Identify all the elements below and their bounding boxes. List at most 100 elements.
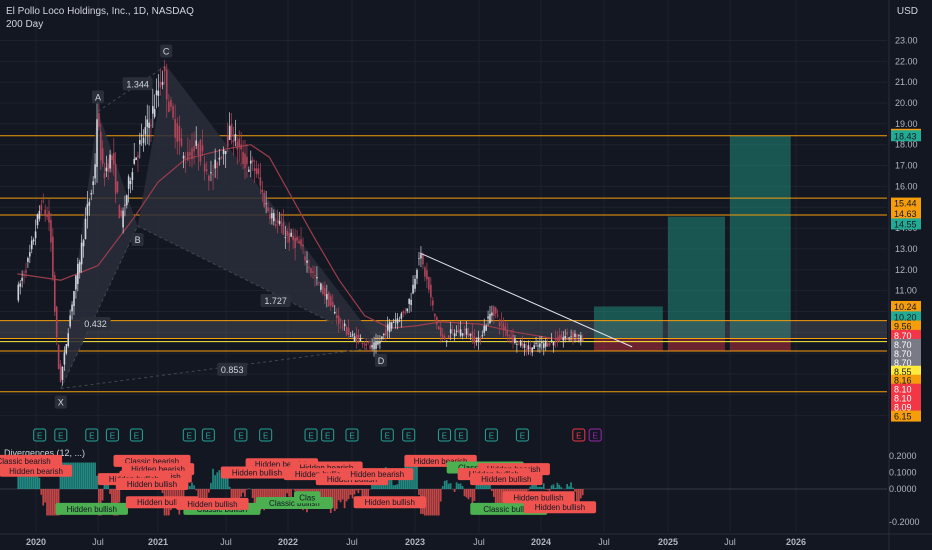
position-target-zone xyxy=(593,306,663,339)
price-tag-box xyxy=(891,347,921,359)
resistance-zone xyxy=(0,320,887,339)
candle-body xyxy=(477,337,480,343)
divergence-label-box xyxy=(55,502,128,515)
oscillator-bar xyxy=(427,489,430,516)
candle-body xyxy=(430,284,432,298)
upcoming-earnings-marker xyxy=(588,428,602,442)
oscillator-bar xyxy=(568,486,570,489)
oscillator-tick-label: 0.0000 xyxy=(889,484,917,494)
candle-body xyxy=(23,274,25,276)
candle-body xyxy=(174,119,176,138)
time-tick-label: 2024 xyxy=(531,537,551,547)
candle-body xyxy=(531,347,534,353)
candle-body xyxy=(548,342,551,346)
candle-body xyxy=(544,340,547,347)
oscillator-bar xyxy=(265,489,267,498)
candle-body xyxy=(432,300,434,306)
oscillator-bar xyxy=(459,483,462,489)
candle-body xyxy=(249,160,252,164)
divergence-label: Clas xyxy=(299,493,315,502)
oscillator-bar xyxy=(425,489,428,516)
candle-body xyxy=(139,140,141,145)
price-tag-label: 15.44 xyxy=(894,199,917,209)
candle-body xyxy=(203,163,206,172)
candle-body xyxy=(59,364,62,382)
oscillator-bar xyxy=(333,489,336,512)
oscillator-bar xyxy=(319,489,322,506)
candle-body xyxy=(27,257,29,263)
candle-body xyxy=(527,345,530,350)
price-tick-label: 16.00 xyxy=(895,181,918,191)
candle-body xyxy=(126,195,128,206)
candle-body xyxy=(67,333,70,347)
price-tag-box xyxy=(891,218,921,230)
candle-body xyxy=(493,306,495,317)
divergence-label-box xyxy=(502,491,575,504)
candle-body xyxy=(242,151,244,165)
oscillator-bar xyxy=(570,482,572,489)
currency-label[interactable]: USD xyxy=(896,6,918,17)
candle-body xyxy=(216,162,219,168)
candle-body xyxy=(107,163,110,172)
oscillator-bar xyxy=(189,486,191,489)
candle-body xyxy=(463,328,466,330)
candle-body xyxy=(443,336,446,340)
price-tick-label: 22.00 xyxy=(895,56,918,66)
candle-body xyxy=(109,154,111,169)
oscillator-bar xyxy=(498,489,501,512)
divergence-label-box xyxy=(294,491,321,504)
candle-body xyxy=(335,315,338,319)
candle-body xyxy=(473,336,476,344)
candle-body xyxy=(82,240,85,247)
price-tag-box xyxy=(891,410,921,422)
divergence-label-box xyxy=(523,501,597,514)
oscillator-bar xyxy=(343,489,346,509)
candle-body xyxy=(90,193,93,195)
candle-body xyxy=(351,334,354,336)
earnings-marker-label: E xyxy=(263,432,268,441)
candle-body xyxy=(320,283,322,290)
price-tag-label: 8.70 xyxy=(894,358,912,368)
divergence-label: Hidden bullish xyxy=(127,480,177,489)
descending-trendline xyxy=(419,252,633,348)
candle-body xyxy=(428,276,430,290)
time-tick-label: Jul xyxy=(724,537,736,547)
candle-body xyxy=(186,152,189,161)
oscillator-bar xyxy=(84,462,87,489)
divergence-label: Hidden bullish xyxy=(481,475,531,484)
harmonic-wedge xyxy=(60,111,138,389)
oscillator-bar xyxy=(73,462,75,489)
candle-body xyxy=(437,326,440,330)
earnings-marker xyxy=(129,428,143,442)
candle-body xyxy=(418,257,420,259)
candle-body xyxy=(498,322,501,327)
divergence-label: Hidden bullish xyxy=(535,503,585,512)
candle-body xyxy=(142,137,145,144)
oscillator-bar xyxy=(278,489,281,500)
candle-body xyxy=(386,324,389,331)
time-tick-label: 2023 xyxy=(405,537,425,547)
oscillator-bar xyxy=(90,462,93,489)
oscillator-bar xyxy=(172,489,174,503)
candle-body xyxy=(576,334,578,338)
candle-body xyxy=(224,150,227,154)
candle-body xyxy=(400,313,403,319)
candle-body xyxy=(521,343,524,348)
price-tag-label: 8.16 xyxy=(894,376,912,386)
oscillator-bar xyxy=(46,489,48,516)
candle-body xyxy=(436,317,438,325)
candle-body xyxy=(144,127,147,135)
oscillator-bar xyxy=(48,489,50,516)
candle-body xyxy=(168,101,170,112)
earnings-marker-label: E xyxy=(325,432,330,441)
divergence-label: Hidden bullish xyxy=(365,498,415,507)
divergence-label: Classic bullish xyxy=(483,505,534,514)
divergence-label: Hidden bearish xyxy=(350,470,404,479)
candle-body xyxy=(19,283,22,287)
candle-body xyxy=(426,270,428,280)
oscillator-bar xyxy=(339,489,342,503)
oscillator-bar xyxy=(471,489,474,504)
oscillator-bar xyxy=(74,462,77,489)
candle-body xyxy=(556,337,559,343)
